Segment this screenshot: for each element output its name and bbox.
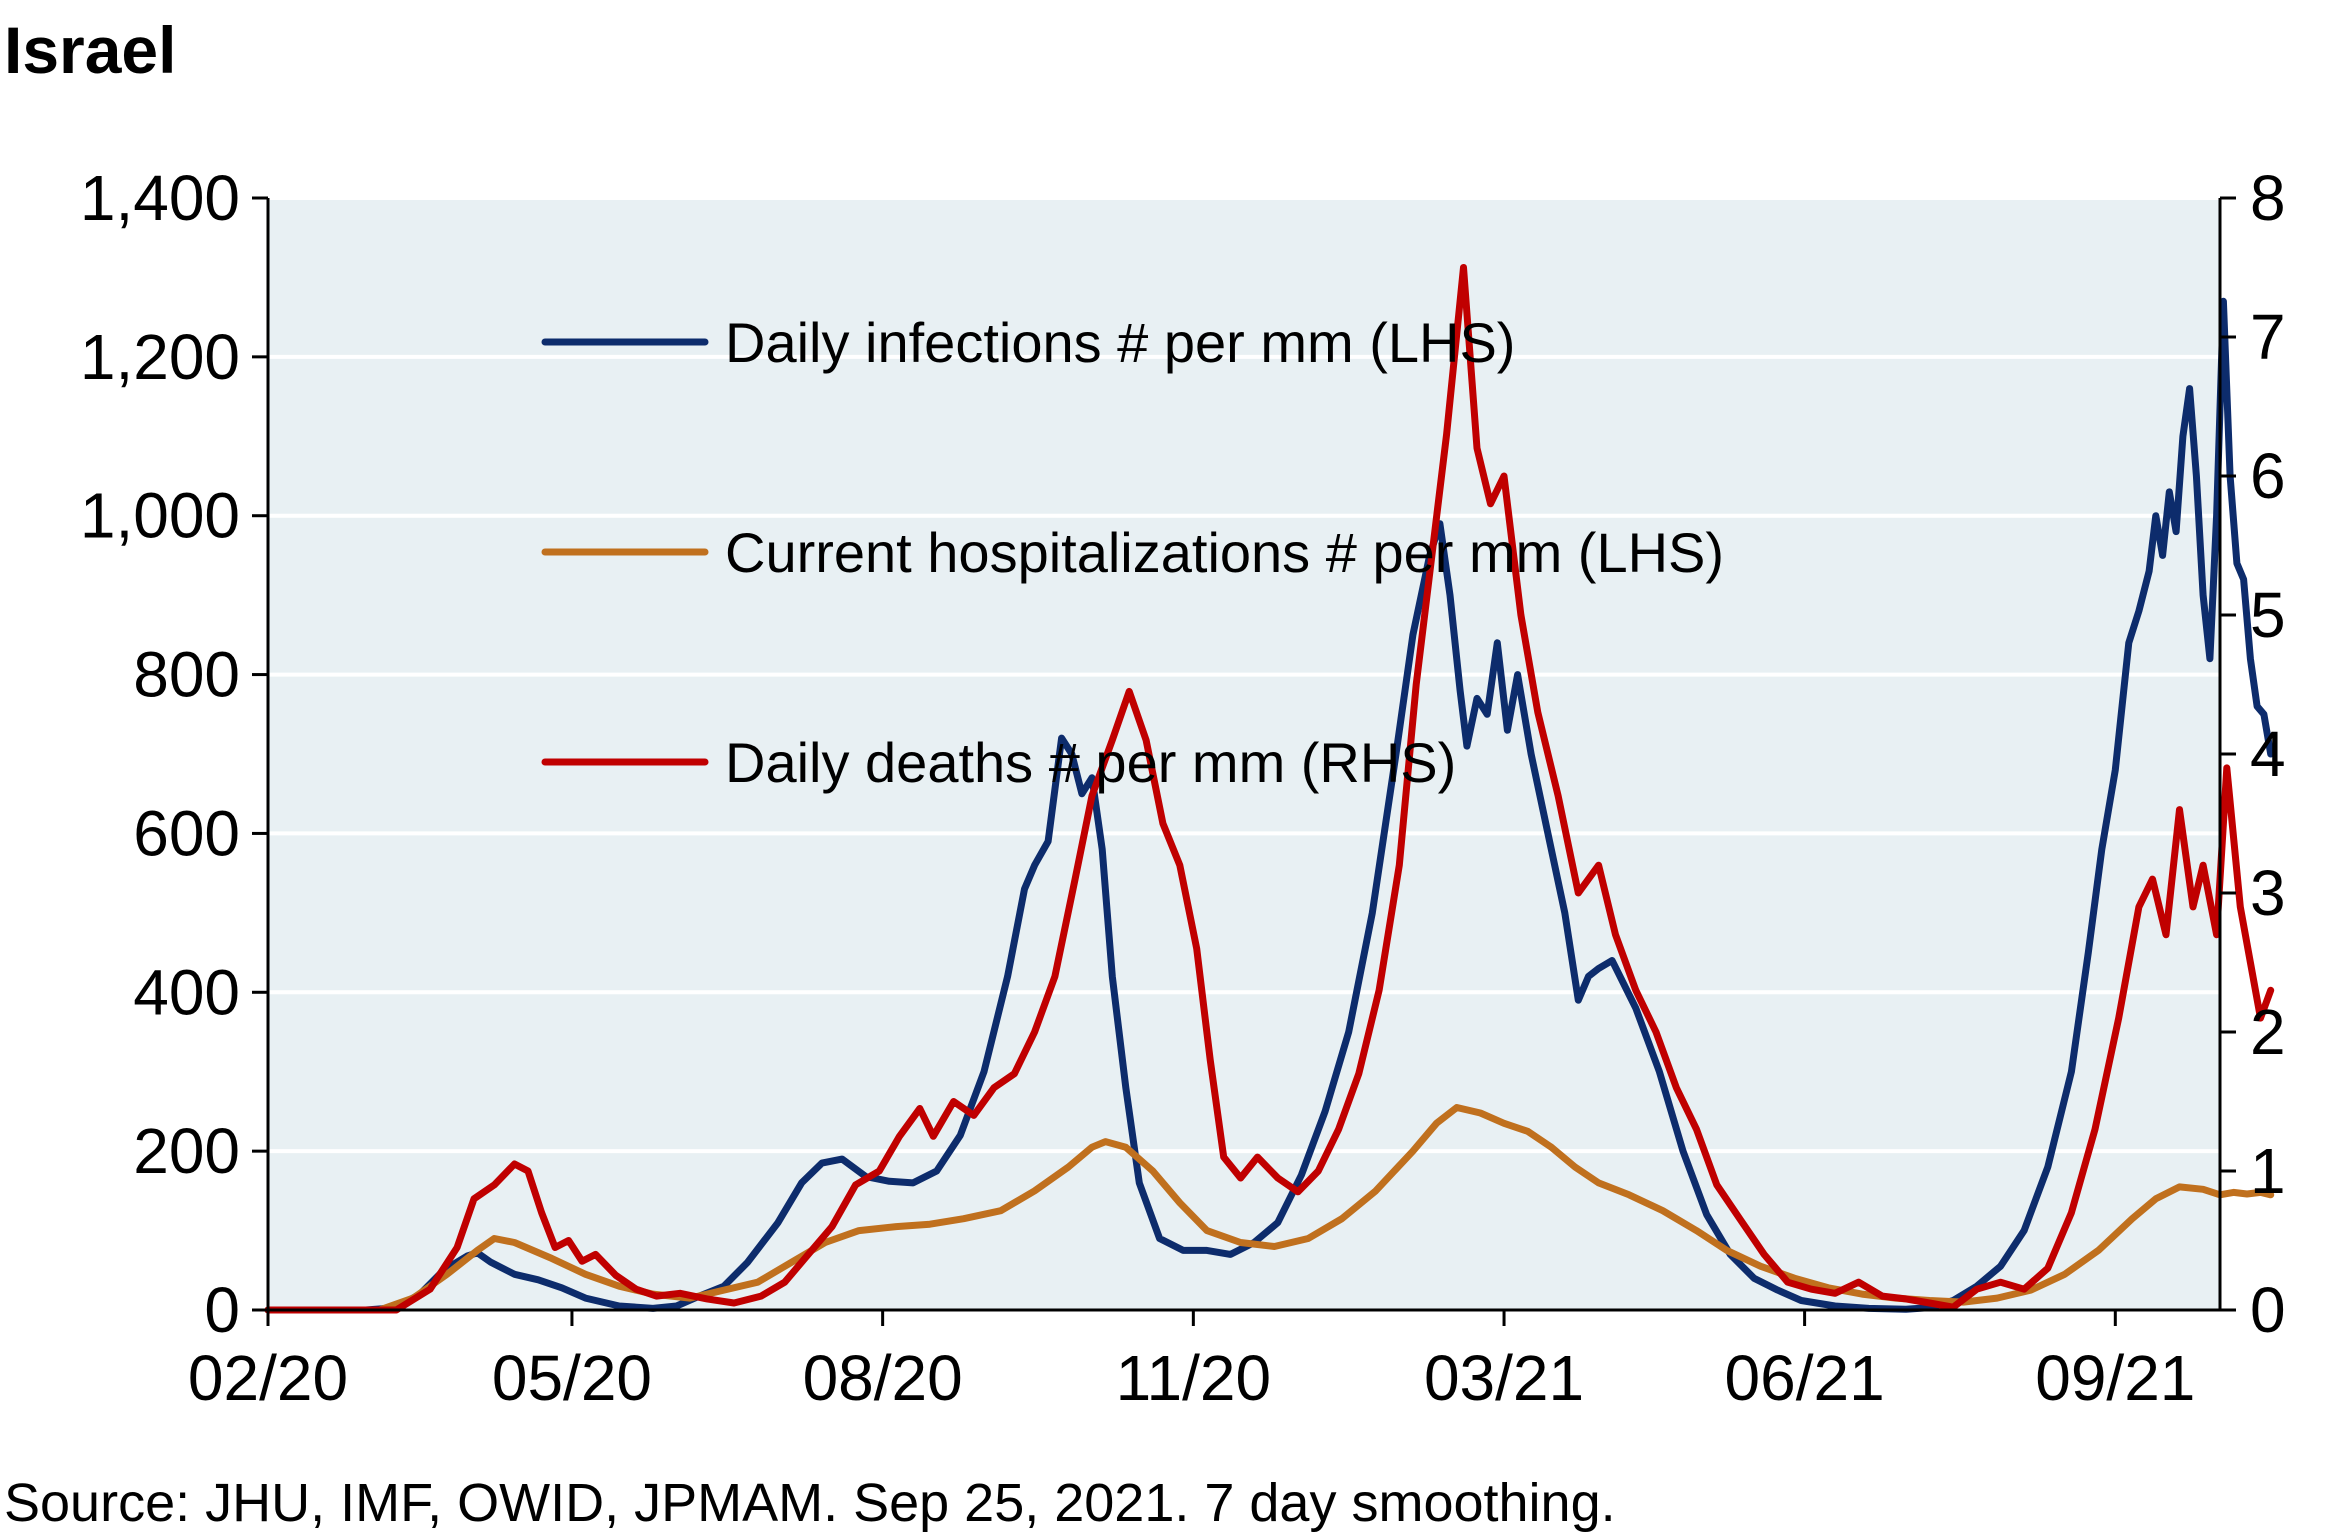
right-y-tick-label: 7 — [2250, 301, 2286, 373]
x-tick-label: 05/20 — [492, 1342, 652, 1414]
left-y-tick-label: 400 — [133, 956, 240, 1028]
legend-label-1: Daily infections # per mm (LHS) — [725, 311, 1515, 374]
axes: 0 200 400 600 800 1,000 1,200 1,400 0 1 2 3 4 5 6 7 8 02/… — [80, 162, 2286, 1414]
left-y-tick-label: 600 — [133, 797, 240, 869]
series-line-3 — [264, 264, 2275, 1314]
left-y-tick-label: 1,400 — [80, 162, 240, 234]
right-y-tick-label: 2 — [2250, 996, 2286, 1068]
right-y-tick-label: 6 — [2250, 440, 2286, 512]
left-y-tick-label: 1,000 — [80, 480, 240, 552]
legend-label-2: Current hospitalizations # per mm (LHS) — [725, 521, 1724, 584]
source-note: Source: JHU, IMF, OWID, JPMAM. Sep 25, 2… — [4, 1473, 1616, 1533]
legend: Daily infections # per mm (LHS) Current h… — [541, 311, 1724, 794]
series-lines — [264, 264, 2275, 1314]
right-y-tick-label: 1 — [2250, 1135, 2286, 1207]
left-y-tick-label: 0 — [204, 1274, 240, 1346]
x-tick-label: 06/21 — [1725, 1342, 1885, 1414]
left-y-tick-label: 800 — [133, 639, 240, 711]
right-y-tick-label: 8 — [2250, 162, 2286, 234]
plot-area-background — [268, 198, 2220, 1310]
left-y-tick-label: 200 — [133, 1115, 240, 1187]
right-y-tick-label: 3 — [2250, 857, 2286, 929]
x-tick-label: 02/20 — [188, 1342, 348, 1414]
x-tick-label: 09/21 — [2035, 1342, 2195, 1414]
right-y-tick-label: 0 — [2250, 1274, 2286, 1346]
left-y-tick-label: 1,200 — [80, 321, 240, 393]
gridlines — [268, 196, 2220, 1154]
chart-title: Israel — [4, 13, 177, 87]
x-tick-label: 08/20 — [803, 1342, 963, 1414]
x-tick-label: 11/20 — [1116, 1342, 1271, 1414]
right-y-tick-label: 5 — [2250, 579, 2286, 651]
legend-label-3: Daily deaths # per mm (RHS) — [725, 731, 1456, 794]
right-y-tick-label: 4 — [2250, 718, 2286, 790]
x-tick-label: 03/21 — [1424, 1342, 1584, 1414]
series-line-1 — [264, 297, 2275, 1314]
